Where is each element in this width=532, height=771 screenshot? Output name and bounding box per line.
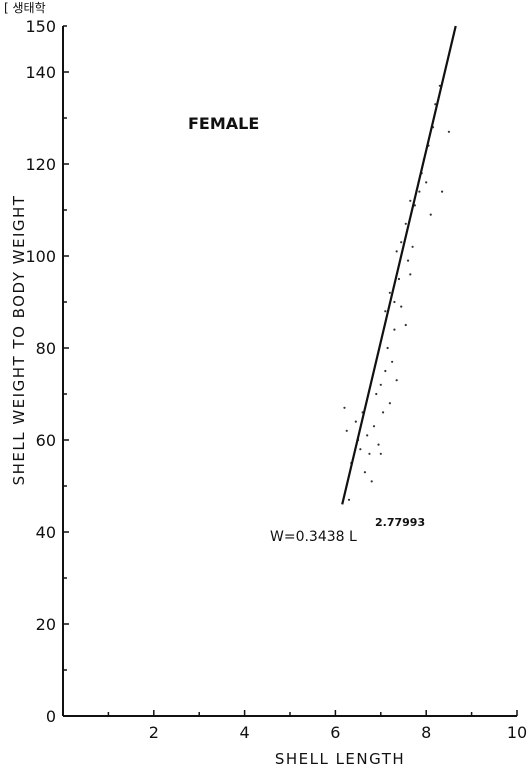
x-tick-label: 10 [507,723,527,742]
data-point [395,379,398,382]
data-point [372,425,376,428]
data-point [411,245,414,248]
data-point [345,429,348,432]
fit-line [341,25,457,505]
data-point [425,181,428,184]
data-point [434,103,437,106]
data-point [400,305,403,308]
data-point [404,323,407,327]
data-point [409,199,412,202]
data-point [393,300,396,304]
data-point [429,213,432,216]
data-point [370,480,373,483]
data-point [391,360,394,363]
data-point [418,190,421,193]
y-tick-label: 80 [36,339,56,358]
data-point [386,346,389,350]
data-point [381,411,385,414]
scatter-points [343,84,450,501]
data-point [440,190,444,193]
tick-labels: 0 20 40 60 80 100 120 140 150 2 4 6 8 10 [25,17,527,742]
data-point [343,406,346,409]
y-tick-label: 0 [46,707,56,726]
data-point [359,448,362,451]
y-tick-label: 150 [25,17,56,36]
x-tick-label: 2 [149,723,159,742]
data-point [363,471,367,474]
data-point [447,130,450,133]
x-tick-label: 4 [240,723,250,742]
data-point [379,452,382,455]
header-text: [ 생태학 [4,1,46,15]
axes [62,26,517,717]
data-point [377,443,380,446]
panel-label: FEMALE [188,114,259,133]
data-point [406,259,410,262]
equation-exponent: 2.77993 [375,516,425,529]
data-point [354,420,357,423]
data-point [375,392,378,396]
y-axis-title: SHELL WEIGHT TO BODY WEIGHT [10,195,28,486]
data-point [409,273,412,276]
y-tick-label: 140 [25,63,56,82]
ticks [63,25,518,717]
data-point [404,222,407,225]
data-point [368,452,371,455]
data-point [379,383,382,386]
data-point [395,250,398,253]
y-tick-label: 60 [36,431,56,450]
data-point [388,291,391,294]
data-point [393,328,396,331]
y-tick-label: 100 [25,247,56,266]
x-tick-label: 6 [330,723,340,742]
data-point [347,498,351,501]
x-axis-title: SHELL LENGTH [275,750,405,768]
y-tick-label: 120 [25,155,56,174]
y-tick-label: 20 [36,615,56,634]
data-point [400,241,403,244]
y-tick-label: 40 [36,523,56,542]
data-point [384,310,387,313]
data-point [384,369,387,373]
x-tick-label: 8 [421,723,431,742]
fit-line-group [341,25,457,505]
data-point [366,434,369,437]
data-point [397,277,401,281]
data-point [388,402,391,405]
equation-base: W=0.3438 L [270,529,357,545]
equation-label: W=0.3438 L [270,529,357,545]
